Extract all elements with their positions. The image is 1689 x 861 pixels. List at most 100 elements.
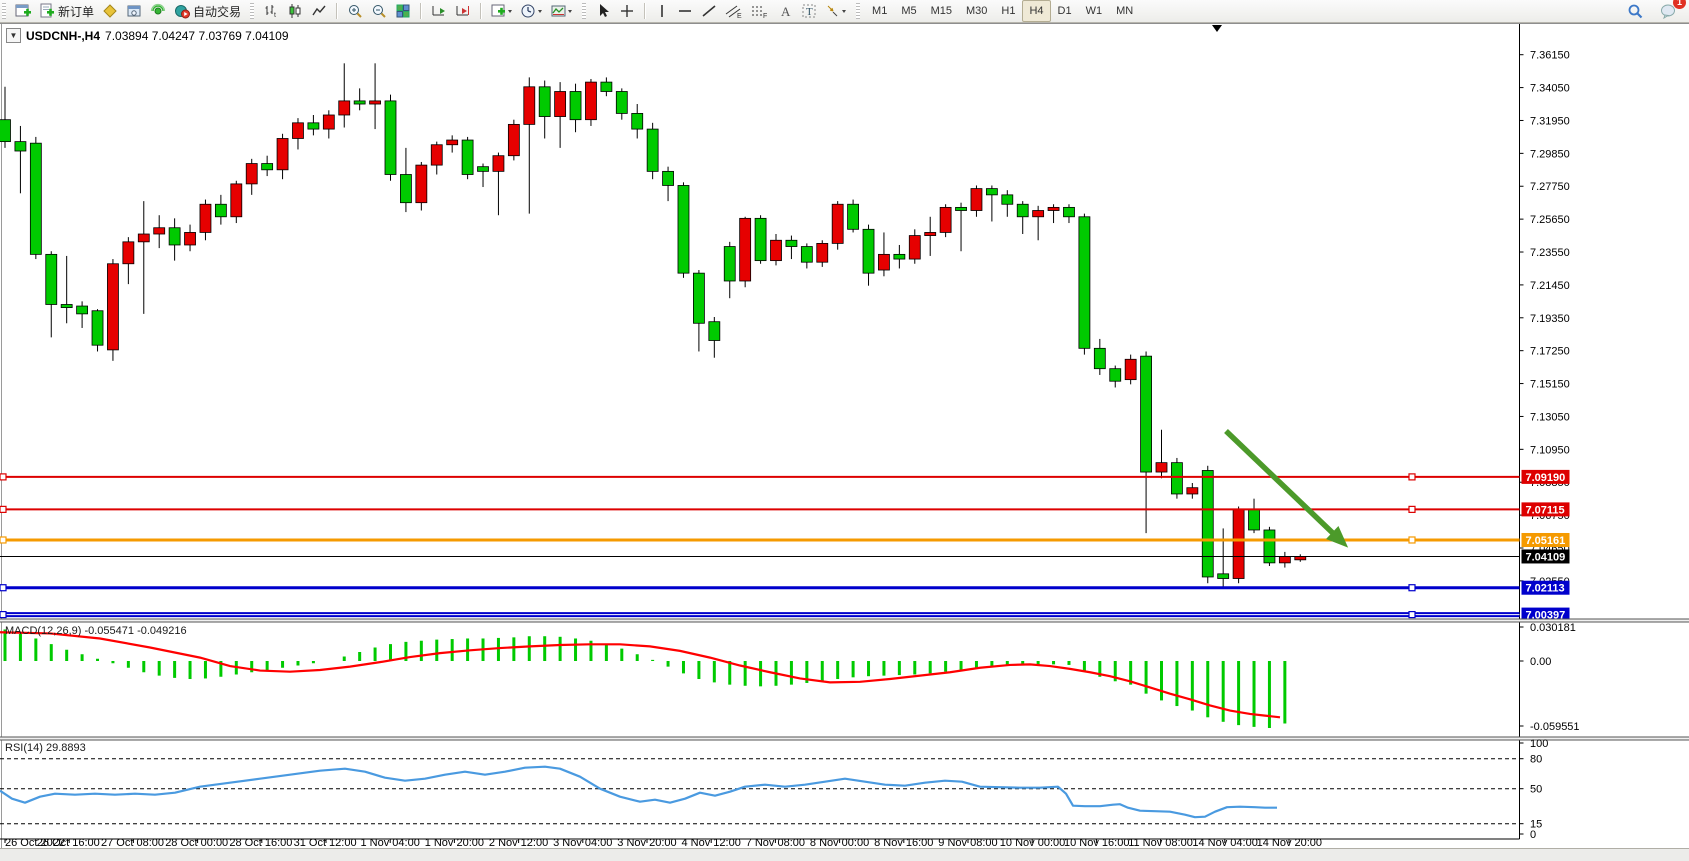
level-drag-handle[interactable] (0, 536, 7, 544)
cursor-icon (600, 4, 610, 17)
candle-body (137, 233, 150, 243)
level-drag-handle[interactable] (1408, 536, 1416, 544)
candle-body (29, 142, 42, 255)
trend-arrow-line[interactable] (1224, 429, 1336, 536)
bar-chart-icon: t (265, 5, 276, 19)
rsi-axis-label: 15 (1530, 819, 1542, 831)
date-axis-label: 9 Nov 08:00 (938, 837, 997, 849)
chart-shift-button[interactable] (451, 0, 475, 23)
svg-text:t: t (274, 12, 276, 19)
auto-trading-icon (175, 5, 191, 19)
status-bar (0, 848, 1689, 861)
pane-divider[interactable] (0, 619, 1689, 622)
fibonacci-button[interactable]: F (747, 0, 773, 23)
candle-body (924, 232, 937, 236)
toolbar-grip[interactable] (2, 3, 6, 19)
text-icon: A (781, 4, 791, 19)
level-drag-handle[interactable] (1408, 473, 1416, 481)
arrows-button[interactable] (821, 0, 851, 23)
indicators-button[interactable] (487, 0, 517, 23)
tab-timeframe-mn[interactable]: MN (1116, 5, 1134, 17)
crosshair-button[interactable] (615, 0, 639, 23)
text-button[interactable]: A (773, 0, 797, 23)
rsi-axis-label: 100 (1530, 738, 1548, 750)
crosshair-icon (621, 5, 634, 17)
new-chart-button[interactable] (11, 0, 35, 23)
candle-body (1171, 462, 1183, 495)
vertical-line-button[interactable] (651, 0, 673, 23)
auto-trading-label: 自动交易 (193, 4, 242, 19)
cursor-button[interactable] (591, 0, 615, 23)
level-price-tag (1521, 549, 1570, 564)
new-chart-icon (15, 4, 31, 17)
candle-body (1109, 368, 1122, 382)
main-toolbar: 新订单 自动交易 t (0, 0, 1689, 23)
candle-body (1248, 509, 1260, 531)
level-price-tag (1521, 469, 1570, 484)
text-label-button[interactable]: T (797, 0, 821, 23)
bar-chart-button[interactable]: t (259, 0, 283, 23)
templates-icon (551, 5, 573, 17)
tab-timeframe-w1[interactable]: W1 (1085, 5, 1103, 17)
tab-timeframe-d1[interactable]: D1 (1057, 5, 1072, 17)
date-axis-label: 1 Nov 04:00 (361, 837, 420, 849)
chart-symbol-period: USDCNH-,H4 (26, 28, 101, 43)
periods-button[interactable] (517, 0, 547, 23)
zoom-out-button[interactable] (367, 0, 391, 23)
level-drag-handle[interactable] (1408, 610, 1416, 619)
chart-title-bar: ▼ USDCNH-,H4 7.03894 7.04247 7.03769 7.0… (6, 28, 289, 43)
tab-timeframe-h4[interactable]: H4 (1022, 0, 1051, 22)
candle-body (0, 119, 11, 143)
level-drag-handle[interactable] (1408, 584, 1416, 592)
tab-timeframe-h1[interactable]: H1 (1001, 5, 1016, 17)
candle-body (785, 239, 798, 247)
tab-timeframe-m1[interactable]: M1 (872, 5, 888, 17)
level-price-tag-label: 7.07115 (1526, 504, 1565, 516)
templates-button[interactable] (547, 0, 577, 23)
indicators-icon (491, 4, 513, 17)
level-drag-handle[interactable] (1408, 505, 1416, 513)
candle-body (615, 91, 628, 114)
equidistant-channel-button[interactable]: E (721, 0, 747, 23)
candle-body (831, 203, 844, 244)
macd-indicator-label: MACD(12,26,9) -0.055471 -0.049216 (5, 625, 187, 637)
auto-trading-button[interactable]: 自动交易 (170, 0, 245, 23)
strategy-tester-button[interactable] (98, 0, 122, 23)
candle-body (322, 114, 335, 130)
auto-scroll-button[interactable] (427, 0, 451, 23)
fibonacci-icon: F (752, 6, 767, 19)
search-button[interactable] (1623, 0, 1648, 23)
price-axis-label: 7.23550 (1530, 247, 1570, 259)
tab-timeframe-m5[interactable]: M5 (901, 5, 917, 17)
candle-body (538, 86, 551, 117)
pane-divider[interactable] (0, 737, 1689, 740)
chart-shift-marker[interactable] (1212, 25, 1222, 32)
tile-windows-button[interactable] (391, 0, 415, 23)
trendline-button[interactable] (697, 0, 721, 23)
level-drag-handle[interactable] (0, 584, 7, 592)
candle-body (230, 183, 243, 218)
candle-body (292, 122, 304, 139)
horizontal-line-button[interactable] (673, 0, 697, 23)
navigator-button[interactable] (146, 0, 170, 23)
rsi-axis-label: 80 (1530, 754, 1542, 766)
navigator-icon (150, 3, 166, 15)
chart-menu-icon[interactable]: ▼ (6, 28, 21, 43)
line-chart-button[interactable] (307, 0, 331, 23)
candlestick-chart-button[interactable] (283, 0, 307, 23)
level-drag-handle[interactable] (0, 505, 7, 513)
price-chart[interactable]: 7.36150 7.34050 7.31950 7.29850 7.27750 7.256… (0, 24, 1689, 849)
new-order-button[interactable]: 新订单 (35, 0, 98, 23)
tab-timeframe-m15[interactable]: M15 (930, 5, 952, 17)
candle-body (523, 86, 536, 125)
price-axis-label: 7.29850 (1530, 148, 1570, 160)
tab-timeframe-m30[interactable]: M30 (966, 5, 988, 17)
candle-body (400, 174, 412, 204)
candle-body (677, 185, 690, 274)
level-drag-handle[interactable] (0, 610, 7, 619)
zoom-in-button[interactable] (343, 0, 367, 23)
data-window-button[interactable] (122, 0, 146, 23)
notifications-button[interactable]: 1 (1656, 0, 1686, 23)
level-drag-handle[interactable] (0, 473, 7, 481)
candle-body (492, 155, 505, 172)
